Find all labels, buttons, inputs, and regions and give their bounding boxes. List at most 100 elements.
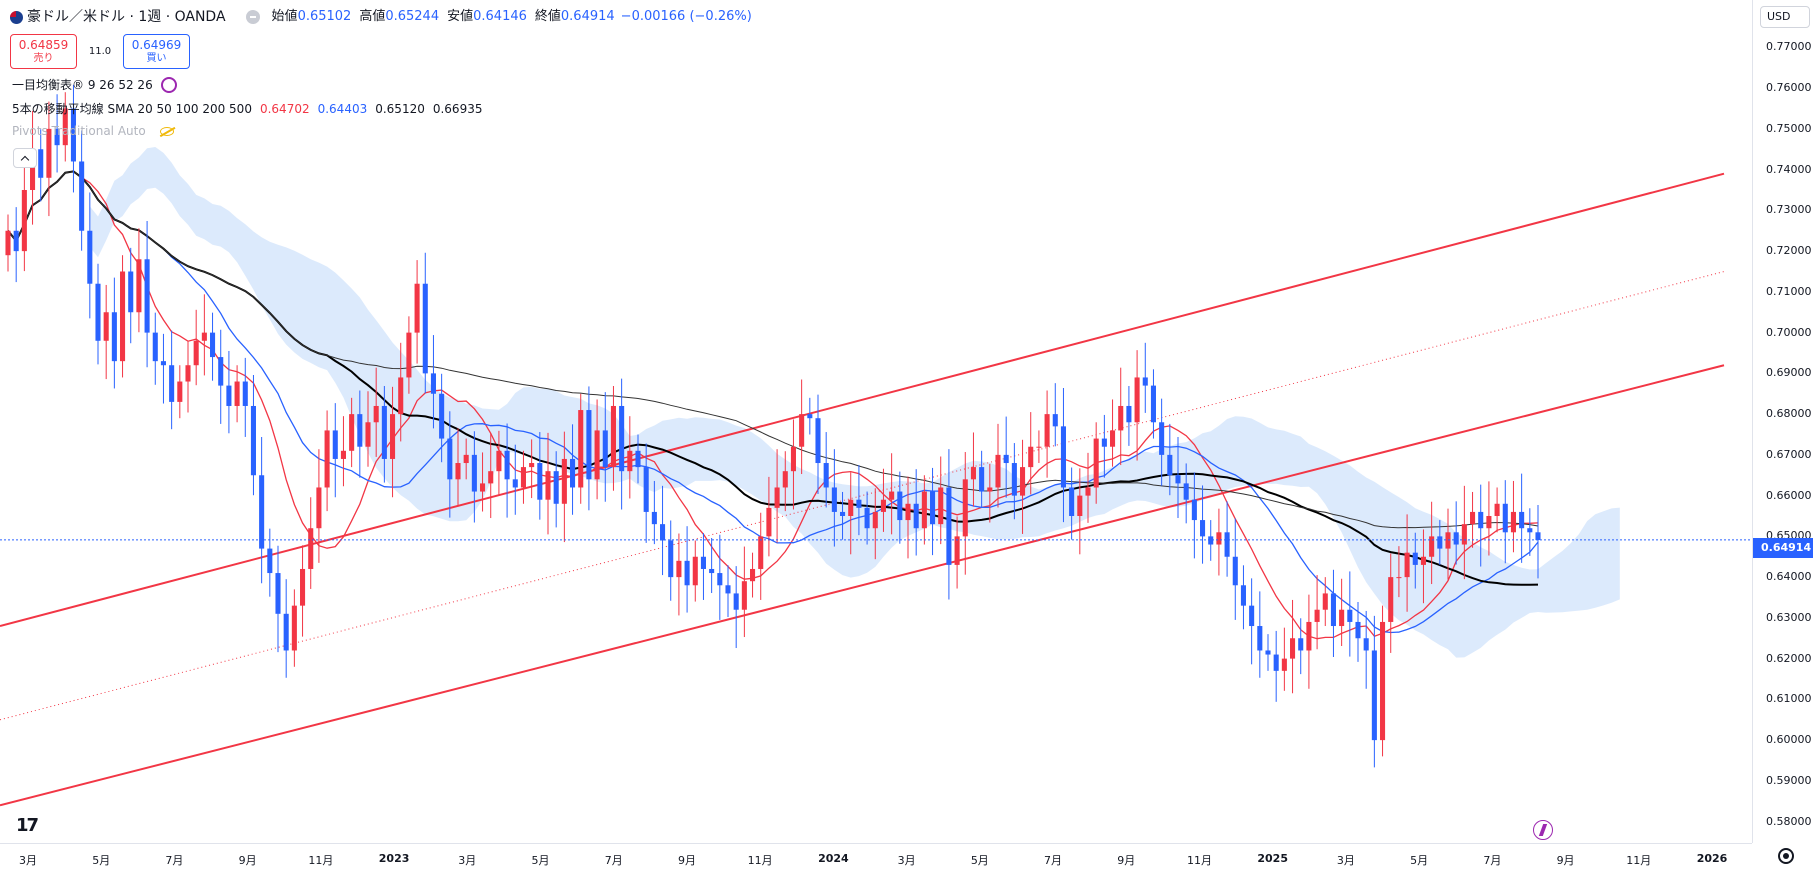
buy-button[interactable]: 0.64969 買い xyxy=(123,34,190,69)
currency-selector[interactable]: USD xyxy=(1760,6,1810,28)
candle-body xyxy=(979,467,985,492)
candle-body xyxy=(496,450,502,472)
candle-body xyxy=(1453,532,1459,545)
symbol-title[interactable]: 豪ドル／米ドル · 1週 · OANDA xyxy=(27,9,226,25)
candle-body xyxy=(823,463,829,488)
candle-body xyxy=(602,430,608,468)
candle-body xyxy=(651,511,657,525)
candle-body xyxy=(643,467,649,512)
candle-body xyxy=(512,479,518,488)
candle-body xyxy=(880,499,886,512)
candle-body xyxy=(488,471,494,484)
ma-value-1: 0.64702 xyxy=(259,101,310,116)
candle-body xyxy=(1093,438,1099,488)
candle-body xyxy=(872,511,878,529)
collapse-legend-button[interactable] xyxy=(13,148,37,168)
candle-body xyxy=(1470,511,1476,525)
candle-body xyxy=(390,414,396,459)
candle-body xyxy=(676,560,682,578)
candle-body xyxy=(62,108,68,146)
candle-body xyxy=(1371,650,1377,741)
candle-body xyxy=(660,524,666,541)
candle-body xyxy=(586,410,592,480)
candle-body xyxy=(1126,405,1132,423)
candle-body xyxy=(1355,621,1361,639)
y-tick-label: 0.66000 xyxy=(1766,488,1812,502)
candle-body xyxy=(1085,487,1091,496)
settings-icon[interactable] xyxy=(1778,848,1794,864)
candle-body xyxy=(316,487,322,529)
candle-body xyxy=(21,190,27,252)
x-tick-label: 7月 xyxy=(165,854,184,867)
candle-body xyxy=(414,283,420,333)
x-tick-label: 2026 xyxy=(1696,852,1728,865)
candle-body xyxy=(373,405,379,423)
indicator-pivots[interactable]: Pivots Traditional Auto xyxy=(12,124,174,138)
candle-body xyxy=(921,491,927,529)
y-tick-label: 0.74000 xyxy=(1766,162,1812,176)
x-tick-label: 5月 xyxy=(1410,854,1429,867)
market-status-icon[interactable] xyxy=(245,10,260,24)
x-tick-label: 3月 xyxy=(897,854,916,867)
candle-body xyxy=(169,365,175,402)
indicator-ma[interactable]: 5本の移動平均線 SMA 20 50 100 200 500 0.64702 0… xyxy=(12,100,482,117)
aud-flag-icon xyxy=(10,10,23,24)
candle-body xyxy=(1519,511,1525,529)
candle-body xyxy=(70,108,76,162)
time-axis[interactable] xyxy=(0,843,1752,872)
y-tick-label: 0.75000 xyxy=(1766,121,1812,135)
candle-body xyxy=(504,450,510,480)
candle-body xyxy=(692,556,698,586)
y-tick-label: 0.64000 xyxy=(1766,570,1812,584)
y-tick-label: 0.68000 xyxy=(1766,407,1812,421)
ma-line-mid xyxy=(7,170,1539,634)
candle-body xyxy=(1298,638,1304,651)
buy-price: 0.64969 xyxy=(131,38,182,52)
candle-body xyxy=(95,283,101,341)
candle-body xyxy=(1167,454,1173,476)
candle-body xyxy=(480,483,486,492)
candle-body xyxy=(1265,650,1271,655)
candle-body xyxy=(962,479,968,537)
candle-body xyxy=(807,414,813,419)
candle-body xyxy=(1028,446,1034,468)
sell-button[interactable]: 0.64859 売り xyxy=(10,34,77,69)
lightning-icon[interactable] xyxy=(1533,820,1553,840)
candle-body xyxy=(815,418,821,464)
candle-body xyxy=(520,467,526,488)
candle-body xyxy=(455,463,461,480)
candle-body xyxy=(308,528,314,569)
price-axis[interactable] xyxy=(1752,0,1820,843)
indicator-ichimoku[interactable]: 一目均衡表® 9 26 52 26 xyxy=(12,76,177,93)
eye-hidden-icon[interactable] xyxy=(159,126,174,136)
ma-line-short xyxy=(7,170,1539,640)
candle-body xyxy=(177,381,183,402)
candle-body xyxy=(799,414,805,447)
low-value: 0.64146 xyxy=(473,9,527,24)
candle-body xyxy=(619,405,625,472)
candle-body xyxy=(627,450,633,472)
candle-body xyxy=(218,357,224,386)
x-tick-label: 7月 xyxy=(1483,854,1502,867)
candle-body xyxy=(1069,487,1075,516)
candle-body xyxy=(1240,585,1246,606)
candle-body xyxy=(1159,422,1165,455)
candle-body xyxy=(136,259,142,313)
x-tick-label: 9月 xyxy=(1556,854,1575,867)
candle-body xyxy=(537,463,543,500)
candle-body xyxy=(709,568,715,574)
candle-body xyxy=(938,487,944,525)
sync-icon[interactable] xyxy=(160,76,177,93)
y-tick-label: 0.62000 xyxy=(1766,651,1812,665)
candle-body xyxy=(1527,528,1533,533)
candle-body xyxy=(774,487,780,508)
tradingview-logo[interactable]: 17 xyxy=(16,815,39,836)
candle-body xyxy=(1314,609,1320,622)
x-tick-label: 11月 xyxy=(308,854,334,867)
x-tick-label: 11月 xyxy=(1626,854,1652,867)
candle-body xyxy=(758,536,764,569)
candle-body xyxy=(668,540,674,578)
x-tick-label: 2025 xyxy=(1257,852,1288,865)
candle-body xyxy=(1306,621,1312,651)
